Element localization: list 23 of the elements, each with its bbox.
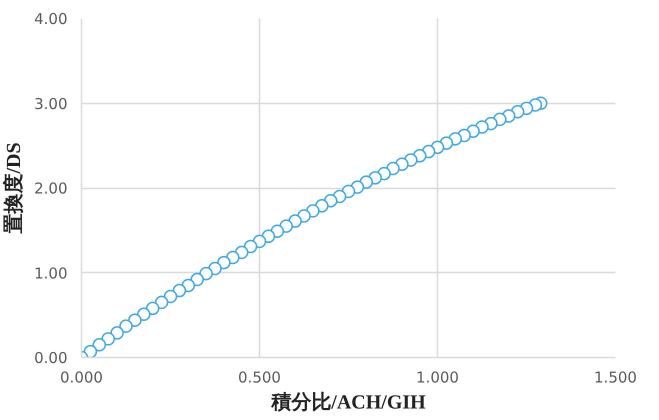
x-tick-label: 1.000	[416, 368, 459, 386]
x-tick-label: 1.500	[594, 368, 637, 386]
y-tick-label: 4.00	[34, 10, 68, 28]
point	[137, 308, 151, 322]
y-tick-label: 2.00	[34, 180, 68, 198]
x-tick-label: 0.000	[60, 368, 103, 386]
point	[128, 313, 142, 327]
point	[119, 319, 133, 333]
y-tick-label: 3.00	[34, 94, 68, 113]
point	[199, 266, 213, 280]
y-tick-label: 1.00	[34, 264, 68, 282]
x-axis-title: 積分比/ACH/GIH	[270, 392, 426, 414]
point	[172, 284, 186, 298]
point	[244, 240, 258, 254]
y-tick-label: 0.00	[34, 349, 68, 367]
point	[217, 256, 231, 270]
point	[154, 296, 168, 310]
x-tick-label: 0.500	[238, 368, 281, 386]
point	[110, 326, 124, 340]
y-axis-title: 置換度/DS	[2, 142, 26, 235]
point	[84, 344, 98, 358]
point	[92, 338, 106, 352]
point	[190, 272, 204, 286]
